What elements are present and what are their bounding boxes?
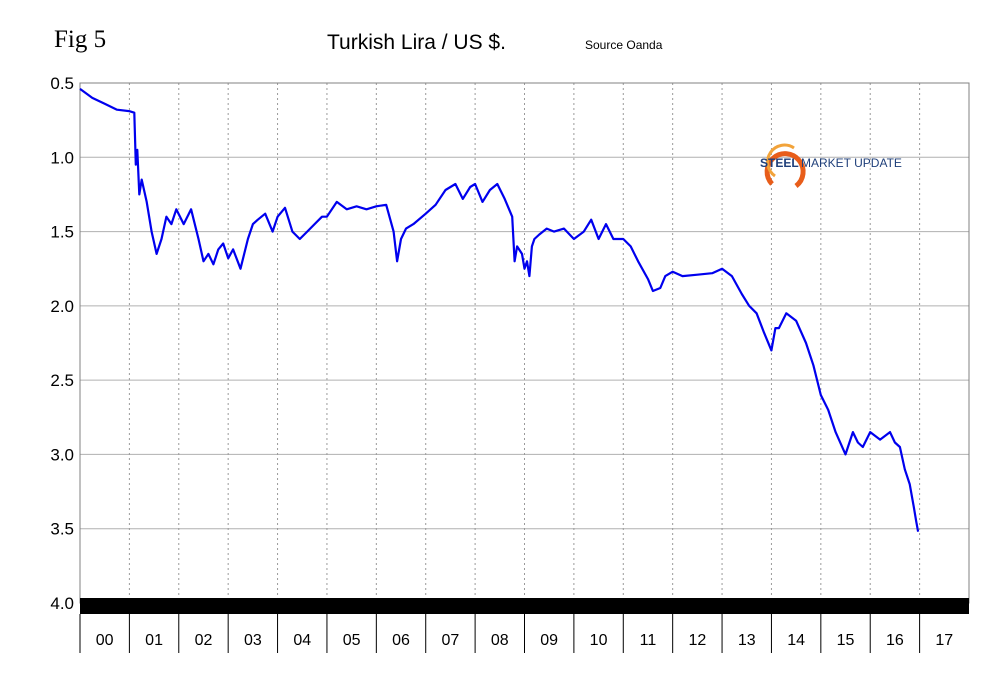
y-tick-label: 1.5 xyxy=(50,223,74,242)
series-line-lira xyxy=(79,88,920,532)
y-tick-label: 2.5 xyxy=(50,371,74,390)
chart-subtitle: Source Oanda xyxy=(585,38,663,52)
x-tick-label: 03 xyxy=(244,632,262,649)
x-tick-label: 04 xyxy=(293,632,311,649)
logo-text-market-update: MARKET UPDATE xyxy=(801,156,902,170)
chart-title: Turkish Lira / US $. xyxy=(327,31,506,54)
y-tick-label: 3.5 xyxy=(50,520,74,539)
x-tick-label: 00 xyxy=(96,632,114,649)
x-tick-label: 13 xyxy=(738,632,756,649)
logo-text-steel: STEEL xyxy=(760,156,799,170)
x-tick-label: 17 xyxy=(935,632,953,649)
x-tick-label: 11 xyxy=(640,632,657,649)
x-tick-label: 12 xyxy=(688,632,706,649)
figure-label: Fig 5 xyxy=(54,26,106,53)
y-tick-label: 3.0 xyxy=(50,445,74,464)
x-tick-label: 01 xyxy=(145,632,163,649)
y-axis-tick-labels: 0.5 1.0 1.5 2.0 2.5 3.0 3.5 4.0 xyxy=(50,74,74,613)
y-tick-label: 4.0 xyxy=(50,594,74,613)
x-tick-label: 05 xyxy=(343,632,361,649)
x-axis-bar xyxy=(80,598,969,614)
x-tick-label: 10 xyxy=(590,632,608,649)
y-tick-label: 2.0 xyxy=(50,297,74,316)
x-tick-label: 14 xyxy=(787,632,805,649)
x-tick-label: 06 xyxy=(392,632,410,649)
x-tick-label: 07 xyxy=(442,632,460,649)
x-axis-tick-labels: 00 01 02 03 04 05 06 07 08 09 10 11 12 13 14 15 16 17 xyxy=(96,614,953,653)
x-tick-label: 08 xyxy=(491,632,509,649)
x-tick-label: 15 xyxy=(837,632,855,649)
steel-market-update-logo: STEEL MARKET UPDATE xyxy=(760,143,902,188)
logo-swoosh-icon xyxy=(764,143,806,188)
x-tick-label: 09 xyxy=(540,632,558,649)
y-tick-label: 1.0 xyxy=(50,148,74,167)
x-tick-label: 16 xyxy=(886,632,904,649)
y-tick-label: 0.5 xyxy=(50,74,74,93)
x-tick-label: 02 xyxy=(195,632,213,649)
